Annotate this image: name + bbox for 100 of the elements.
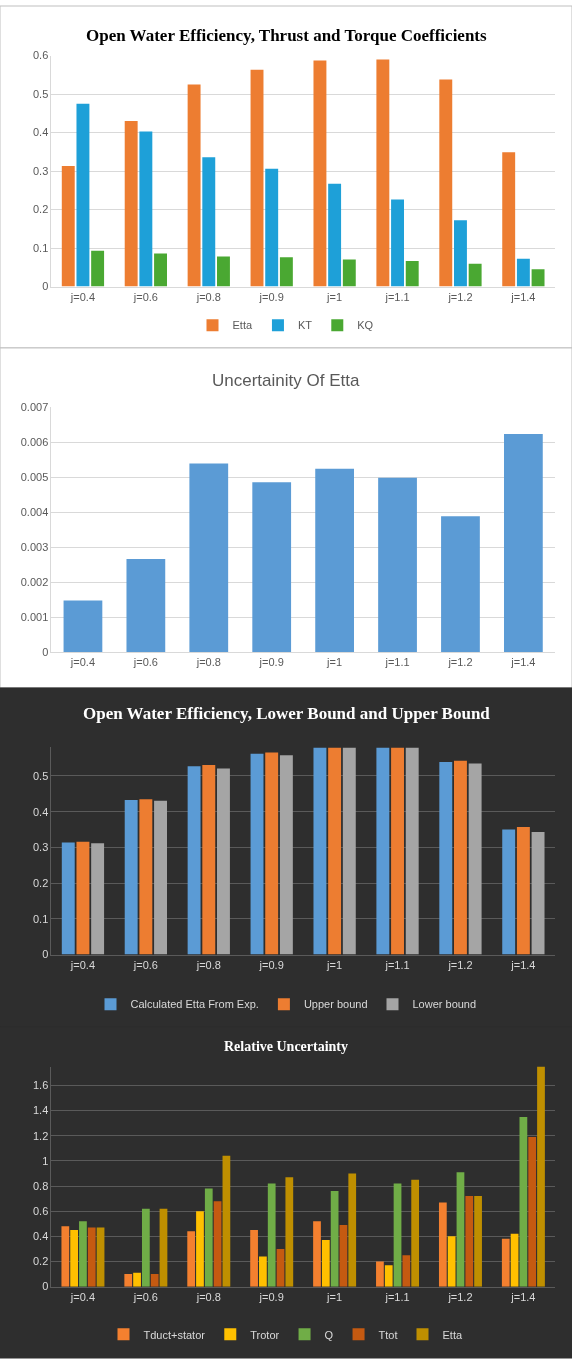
legend-label: KT: [297, 319, 313, 332]
y-tick-label: 1.6: [32, 1079, 49, 1092]
bar: [61, 166, 75, 287]
bar: [441, 516, 480, 653]
bar: [217, 256, 230, 287]
x-tick-label: j=0.4: [69, 958, 96, 971]
chart-title: Uncertainity Of Etta: [212, 371, 360, 390]
x-tick-label: j=0.8: [195, 656, 221, 669]
legend-label: Trotor: [250, 1328, 280, 1341]
chart-title: Open Water Efficiency, Lower Bound and Upper Bound: [83, 704, 491, 723]
bar: [411, 1179, 420, 1287]
bar: [313, 747, 327, 955]
x-tick-label: j=1.1: [384, 958, 410, 971]
bar: [154, 253, 167, 287]
y-tick-label: 0.006: [20, 436, 49, 449]
bar: [250, 753, 264, 955]
x-tick-label: j=1.2: [447, 290, 473, 303]
y-tick-label: 0.4: [32, 126, 49, 139]
legend-label: Calculated Etta From Exp.: [130, 998, 259, 1011]
bar: [391, 747, 404, 955]
y-tick-label: 0.2: [32, 1255, 49, 1268]
bar: [133, 1272, 141, 1287]
chart-title: Open Water Efficiency, Thrust and Torque Coefficients: [86, 26, 488, 45]
bar: [250, 69, 264, 287]
y-tick-label: 0: [42, 280, 49, 293]
legend-label: Lower bound: [412, 998, 477, 1011]
bar: [213, 1201, 222, 1287]
bar: [187, 1231, 196, 1287]
bar: [468, 763, 482, 955]
x-tick-label: j=0.4: [69, 656, 96, 669]
x-tick-label: j=1.2: [447, 958, 473, 971]
y-tick-label: 0.2: [32, 877, 49, 889]
bar: [502, 152, 516, 287]
bar: [124, 799, 138, 955]
bar: [91, 843, 105, 955]
bar: [402, 1255, 411, 1287]
bar: [267, 1183, 276, 1287]
x-tick-label: j=0.4: [69, 290, 96, 303]
bar: [342, 747, 356, 955]
y-tick-label: 0.1: [32, 912, 49, 925]
bar: [250, 1230, 258, 1287]
bar: [265, 752, 279, 955]
bar: [279, 257, 293, 287]
bar: [504, 434, 543, 653]
y-tick-label: 0.6: [32, 49, 49, 62]
chart-title: Relative Uncertainty: [224, 1039, 349, 1054]
bar: [465, 1196, 474, 1287]
y-tick-label: 0.4: [32, 805, 49, 818]
bar: [204, 1188, 213, 1287]
y-tick-label: 0.8: [32, 1179, 49, 1192]
bar: [154, 800, 167, 955]
bar: [79, 1221, 87, 1287]
bar: [405, 747, 419, 955]
bar: [321, 1240, 330, 1287]
bar: [348, 1173, 357, 1287]
bar: [76, 103, 90, 287]
x-tick-label: j=0.6: [132, 656, 158, 669]
bar: [279, 755, 293, 955]
bar: [528, 1137, 537, 1287]
x-tick-label: j=1: [326, 290, 343, 303]
bar: [330, 1191, 339, 1287]
legend-label: Tduct+stator: [143, 1328, 206, 1341]
y-tick-label: 0.4: [32, 1230, 49, 1243]
bar: [196, 1211, 204, 1287]
bar: [384, 1265, 393, 1287]
x-tick-label: j=1.1: [384, 290, 410, 303]
y-tick-label: 0.007: [20, 401, 49, 414]
bar: [189, 463, 229, 653]
bar: [63, 600, 103, 653]
x-tick-label: j=0.6: [132, 1290, 158, 1303]
x-tick-label: j=1.2: [447, 1290, 473, 1303]
y-tick-label: 0.005: [20, 471, 49, 484]
bar: [376, 1261, 384, 1287]
bar: [391, 199, 404, 287]
legend-label: Upper bound: [303, 998, 368, 1011]
y-tick-label: 0.2: [32, 203, 49, 216]
legend-label: KQ: [357, 319, 374, 332]
bar: [222, 1155, 231, 1287]
x-tick-label: j=0.8: [195, 958, 221, 971]
bar: [516, 827, 530, 955]
y-tick-label: 0.5: [32, 87, 49, 100]
bar: [376, 59, 390, 287]
x-tick-label: j=1: [326, 1290, 343, 1303]
bar: [187, 84, 201, 287]
bar: [531, 269, 545, 287]
bar: [313, 60, 327, 287]
x-tick-label: j=0.6: [132, 290, 158, 303]
bar: [501, 1238, 510, 1287]
bar: [456, 1172, 465, 1287]
y-tick-label: 0: [42, 646, 49, 659]
legend-label: Etta: [442, 1328, 463, 1341]
y-tick-label: 1: [42, 1154, 49, 1167]
bar: [139, 131, 153, 287]
y-tick-label: 1.2: [32, 1129, 49, 1142]
bar: [91, 250, 105, 287]
bar: [328, 183, 342, 287]
bar: [447, 1236, 456, 1287]
x-tick-label: j=0.9: [258, 290, 284, 303]
bar: [285, 1177, 294, 1287]
bar: [141, 1208, 150, 1287]
